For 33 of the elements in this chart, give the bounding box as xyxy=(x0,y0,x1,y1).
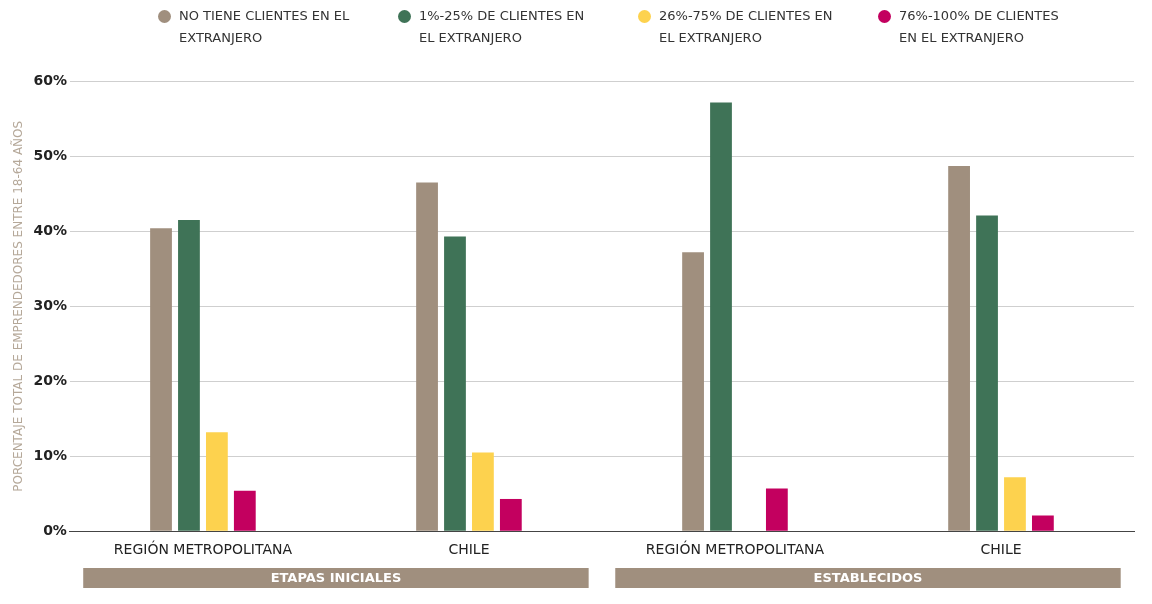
y-tick-label: 60% xyxy=(33,72,67,89)
bar xyxy=(1004,477,1026,531)
bar xyxy=(150,228,172,531)
bar xyxy=(178,220,200,531)
y-axis-title: PORCENTAJE TOTAL DE EMPRENDEDORES ENTRE 18-64 AÑOS xyxy=(10,120,26,492)
bar xyxy=(444,236,466,531)
y-tick-label: 30% xyxy=(33,296,67,313)
bar xyxy=(765,488,788,531)
y-tick-label: 10% xyxy=(33,446,67,463)
y-tick-label: 0% xyxy=(43,521,67,538)
bar xyxy=(233,490,256,531)
legend-label: 26%-75% DE CLIENTES EN EL EXTRANJERO xyxy=(659,7,834,47)
legend-label: NO TIENE CLIENTES EN EL EXTRANJERO xyxy=(179,7,351,47)
bar xyxy=(416,182,438,531)
bar xyxy=(976,215,998,531)
bar xyxy=(948,166,970,531)
bar xyxy=(1031,515,1054,531)
x-tick-label: CHILE xyxy=(448,541,490,558)
y-tick-label: 40% xyxy=(33,221,67,238)
legend-label: 1%-25% DE CLIENTES EN EL EXTRANJERO xyxy=(419,7,586,47)
legend-label: 76%-100% DE CLIENTES EN EL EXTRANJERO xyxy=(899,7,1060,47)
bar xyxy=(499,498,522,531)
bar xyxy=(710,102,732,531)
y-tick-label: 20% xyxy=(33,371,67,388)
bar xyxy=(205,432,228,531)
bar xyxy=(682,252,704,531)
text: ESTABLECIDOS xyxy=(813,570,923,586)
bar xyxy=(472,452,494,531)
text: ETAPAS INICIALES xyxy=(270,570,402,586)
x-tick-label: REGIÓN METROPOLITANA xyxy=(113,540,293,558)
y-tick-label: 50% xyxy=(33,147,67,164)
x-tick-label: REGIÓN METROPOLITANA xyxy=(645,540,825,558)
x-tick-label: CHILE xyxy=(980,541,1022,558)
